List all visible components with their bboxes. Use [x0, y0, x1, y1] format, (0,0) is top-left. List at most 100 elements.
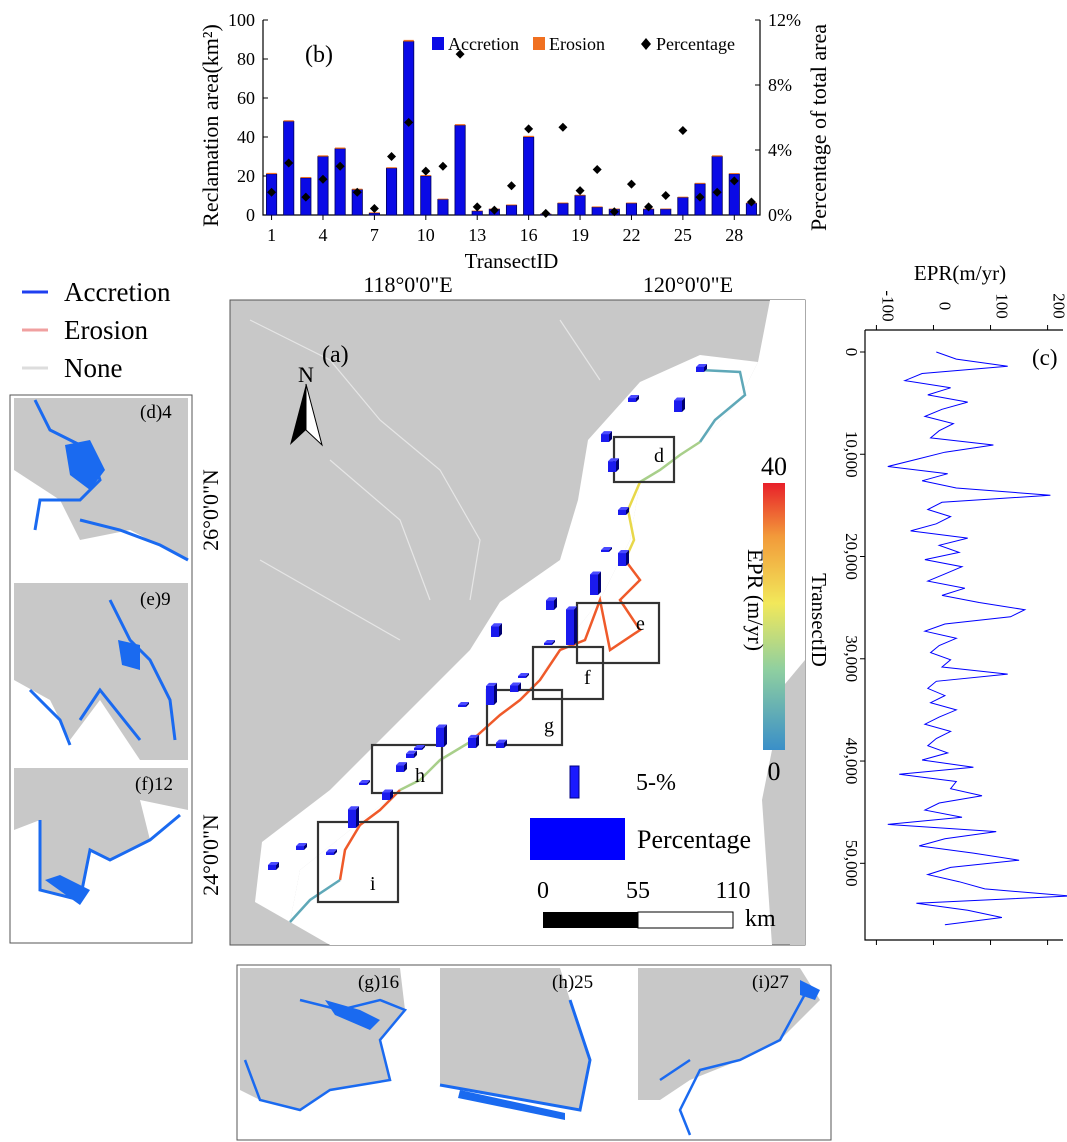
- north-label: N: [298, 362, 314, 387]
- bar-side: [704, 363, 707, 372]
- percentage-marker: [592, 165, 602, 174]
- x-tick-label: 19: [571, 225, 589, 245]
- legend-marker: [641, 38, 651, 50]
- scale-bar: [637, 911, 734, 929]
- percentage-bar: [406, 753, 414, 758]
- y-axis-title: Reclamation area(km²): [198, 24, 223, 227]
- bar-segment: [557, 202, 569, 216]
- bar-side: [626, 506, 629, 515]
- percentage-bar: [458, 705, 466, 707]
- bar-side: [609, 547, 612, 552]
- percentage-marker: [352, 187, 362, 197]
- percentage-marker: [541, 208, 551, 218]
- lat-label: 24°0'0"N: [198, 814, 223, 896]
- percentage-marker: [661, 191, 671, 200]
- colorbar-tick-label: 40: [761, 452, 787, 481]
- bar-side: [390, 789, 393, 800]
- percentage-bar: [674, 400, 682, 412]
- bar-segment: [505, 204, 518, 216]
- bar-top: [491, 623, 502, 627]
- percentage-bar: [518, 676, 526, 678]
- bar-top: [601, 431, 612, 435]
- sea: [290, 300, 805, 945]
- inset-accretion: [458, 1090, 565, 1120]
- bar-segment: [283, 121, 295, 216]
- bar-top: [628, 395, 639, 399]
- bar-segment: [711, 156, 723, 216]
- scale-bar: [543, 912, 638, 928]
- bar-segment: [437, 198, 449, 216]
- lat-label: 26°0'0"N: [198, 469, 223, 551]
- bar-top: [268, 861, 279, 865]
- x-tick-label: 22: [622, 225, 640, 245]
- x-tick-label: 13: [468, 225, 486, 245]
- bar-top: [608, 458, 619, 462]
- percentage-marker: [712, 187, 722, 197]
- scale-tick-label: 0: [537, 878, 549, 904]
- percentage-bar: [382, 792, 390, 800]
- coastline: [399, 740, 471, 792]
- bar-segment: [437, 198, 449, 200]
- percentage-bar: [510, 685, 518, 692]
- y-tick-label: 30,000: [842, 635, 861, 682]
- bar-segment: [334, 148, 346, 216]
- inset-accretion: [118, 640, 140, 670]
- percentage-bar: [491, 626, 499, 637]
- box-label: f: [584, 667, 591, 689]
- y-tick-label: 20: [237, 166, 255, 186]
- bar-top: [510, 682, 521, 686]
- coastline: [639, 440, 701, 484]
- inset-sea: [14, 470, 188, 576]
- bar-top: [396, 762, 407, 766]
- inset-label: (f)12: [135, 774, 173, 795]
- percentage-marker: [472, 202, 482, 212]
- inset-label: (e)9: [140, 589, 171, 610]
- box-label: d: [654, 445, 664, 467]
- percentage-bar: [486, 685, 494, 705]
- bar-top: [618, 550, 629, 554]
- bar-side: [422, 745, 425, 750]
- coastline: [338, 789, 401, 881]
- bar-side: [682, 397, 685, 412]
- bar-side: [574, 606, 577, 645]
- legend-label: Accretion: [64, 277, 171, 307]
- y-tick-label: 0: [842, 348, 861, 357]
- x-tick-label: 16: [520, 225, 538, 245]
- bar-side: [304, 843, 307, 850]
- chart-label: (b): [305, 42, 333, 68]
- box-label: h: [415, 765, 425, 787]
- x-tick-label: 10: [417, 225, 435, 245]
- percentage-marker: [575, 186, 585, 196]
- legend-label: Erosion: [549, 34, 605, 54]
- percentage-bar: [696, 366, 704, 372]
- y-tick-label: 80: [237, 49, 255, 69]
- y-tick-label: 100: [228, 10, 255, 30]
- y2-tick-label: 8%: [768, 75, 792, 95]
- y2-axis-title: Percentage of total area: [806, 24, 831, 231]
- percentage-marker: [746, 197, 756, 207]
- x-tick-label: 4: [318, 225, 327, 245]
- y2-tick-label: 0%: [768, 205, 792, 225]
- percentage-marker: [335, 161, 345, 171]
- bar-segment: [592, 206, 603, 208]
- x-tick-label: 7: [370, 225, 379, 245]
- percentage-bar: [566, 609, 574, 645]
- bar-segment: [729, 173, 740, 175]
- percentage-bar: [496, 742, 504, 748]
- bar-top: [696, 363, 707, 367]
- legend-marker: [533, 37, 545, 50]
- inset-h: [440, 968, 590, 1110]
- x-tick-label: 1: [267, 225, 276, 245]
- bar-segment: [266, 172, 277, 175]
- percentage-bar: [359, 783, 367, 785]
- percentage-sample: [569, 765, 580, 799]
- scale-unit: km: [745, 906, 776, 932]
- bar-segment: [677, 196, 689, 198]
- percentage-marker: [489, 205, 499, 215]
- bar-top: [296, 843, 307, 847]
- bar-side: [552, 640, 555, 645]
- percentage-bar: [601, 550, 609, 552]
- box-label: i: [370, 873, 376, 895]
- percentage-marker: [369, 204, 379, 213]
- bar-top: [566, 606, 577, 610]
